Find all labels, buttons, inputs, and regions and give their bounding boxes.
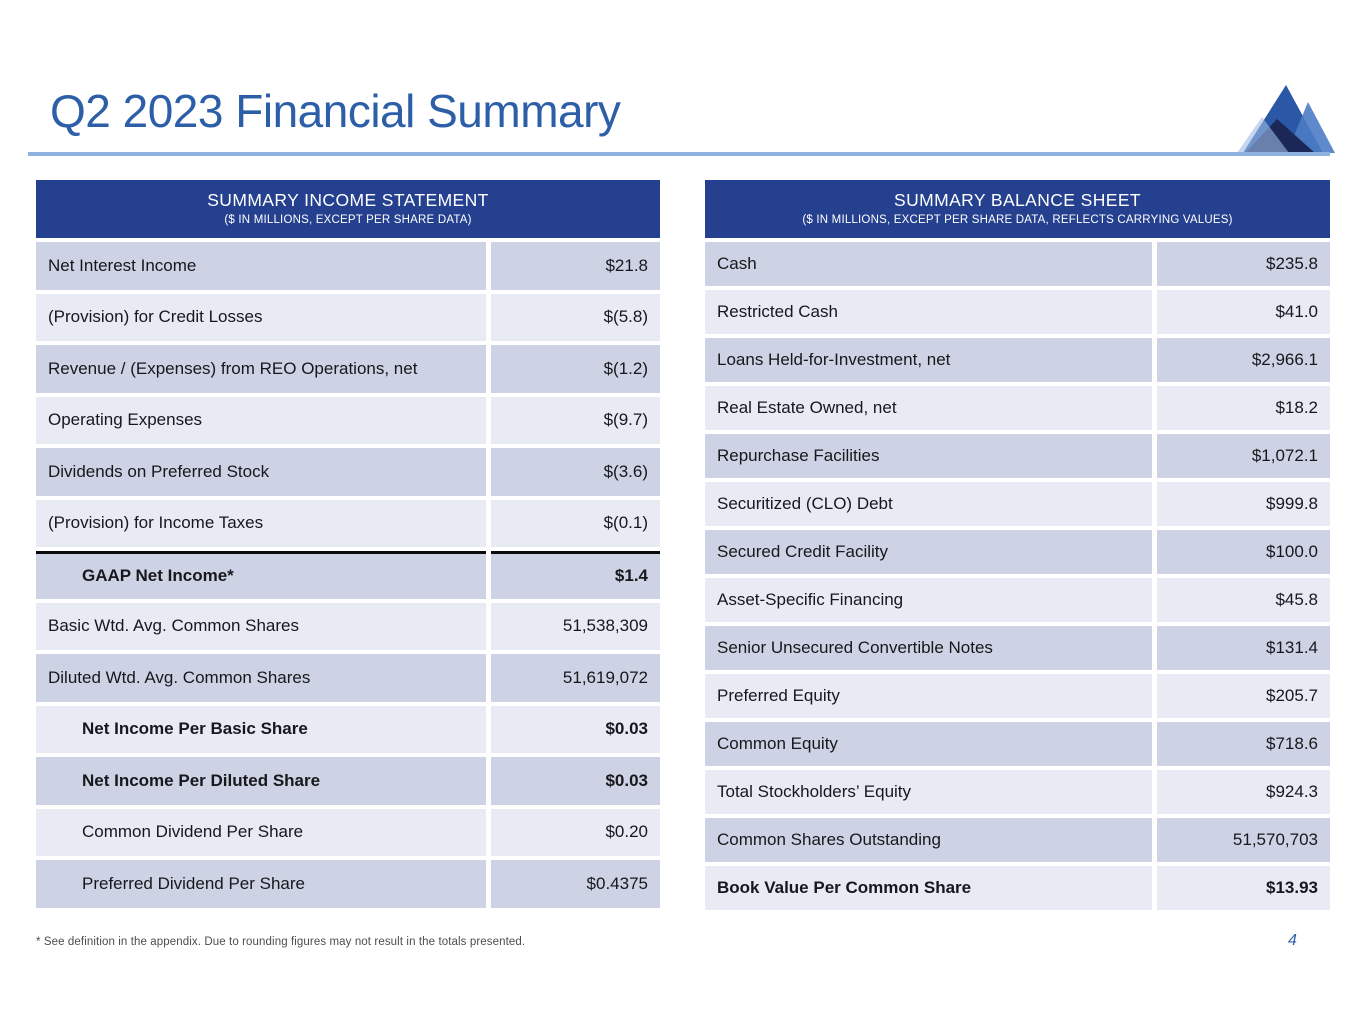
row-label: Net Income Per Diluted Share [36, 757, 486, 805]
income-statement-header: SUMMARY INCOME STATEMENT ($ IN MILLIONS,… [36, 180, 660, 238]
row-label: (Provision) for Income Taxes [36, 499, 486, 547]
table-row: Net Income Per Diluted Share $0.03 [36, 757, 660, 805]
row-value: $(1.2) [491, 345, 660, 393]
page-title: Q2 2023 Financial Summary [50, 85, 621, 137]
table-row: Securitized (CLO) Debt $999.8 [705, 482, 1330, 526]
table-row: Operating Expenses $(9.7) [36, 396, 660, 444]
row-value: $45.8 [1157, 578, 1330, 622]
title-divider [28, 152, 1330, 156]
row-label: Net Interest Income [36, 242, 486, 290]
income-statement-title: SUMMARY INCOME STATEMENT [207, 190, 489, 210]
table-row: GAAP Net Income* $1.4 [36, 551, 660, 599]
mountain-logo-icon [1237, 85, 1335, 153]
row-label: Repurchase Facilities [705, 434, 1152, 478]
row-label: Common Equity [705, 722, 1152, 766]
row-label: Dividends on Preferred Stock [36, 448, 486, 496]
row-label: Total Stockholders’ Equity [705, 770, 1152, 814]
row-label: Restricted Cash [705, 290, 1152, 334]
row-value: $(9.7) [491, 396, 660, 444]
row-value: $13.93 [1157, 866, 1330, 910]
row-value: $18.2 [1157, 386, 1330, 430]
row-value: $999.8 [1157, 482, 1330, 526]
table-row: Basic Wtd. Avg. Common Shares 51,538,309 [36, 602, 660, 650]
balance-sheet-table: SUMMARY BALANCE SHEET ($ IN MILLIONS, EX… [705, 180, 1330, 910]
table-row: Book Value Per Common Share $13.93 [705, 866, 1330, 910]
table-row: Common Equity $718.6 [705, 722, 1330, 766]
table-row: Cash $235.8 [705, 242, 1330, 286]
row-value: $0.4375 [491, 860, 660, 908]
row-value: $2,966.1 [1157, 338, 1330, 382]
row-label: Net Income Per Basic Share [36, 705, 486, 753]
table-row: Real Estate Owned, net $18.2 [705, 386, 1330, 430]
table-row: Net Income Per Basic Share $0.03 [36, 705, 660, 753]
row-label: Diluted Wtd. Avg. Common Shares [36, 654, 486, 702]
row-value: 51,538,309 [491, 602, 660, 650]
row-label: Cash [705, 242, 1152, 286]
row-value: $718.6 [1157, 722, 1330, 766]
row-value: $(0.1) [491, 499, 660, 547]
footnote: * See definition in the appendix. Due to… [36, 936, 526, 948]
table-row: Restricted Cash $41.0 [705, 290, 1330, 334]
row-value: $235.8 [1157, 242, 1330, 286]
balance-sheet-rows: Cash $235.8 Restricted Cash $41.0 Loans Held… [705, 242, 1330, 910]
row-label: Securitized (CLO) Debt [705, 482, 1152, 526]
table-row: Total Stockholders’ Equity $924.3 [705, 770, 1330, 814]
row-label: Secured Credit Facility [705, 530, 1152, 574]
row-label: Operating Expenses [36, 396, 486, 444]
row-value: $205.7 [1157, 674, 1330, 718]
row-label: Loans Held-for-Investment, net [705, 338, 1152, 382]
row-label: Book Value Per Common Share [705, 866, 1152, 910]
table-row: Senior Unsecured Convertible Notes $131.4 [705, 626, 1330, 670]
row-value: $(3.6) [491, 448, 660, 496]
row-value: 51,570,703 [1157, 818, 1330, 862]
row-value: $924.3 [1157, 770, 1330, 814]
row-label: Basic Wtd. Avg. Common Shares [36, 602, 486, 650]
row-value: $0.03 [491, 705, 660, 753]
row-label: Common Shares Outstanding [705, 818, 1152, 862]
balance-sheet-subtitle: ($ IN MILLIONS, EXCEPT PER SHARE DATA, R… [802, 214, 1233, 226]
income-statement-rows: Net Interest Income $21.8 (Provision) for … [36, 242, 660, 908]
table-row: Net Interest Income $21.8 [36, 242, 660, 290]
table-row: (Provision) for Income Taxes $(0.1) [36, 499, 660, 547]
table-row: Preferred Dividend Per Share $0.4375 [36, 860, 660, 908]
row-label: Senior Unsecured Convertible Notes [705, 626, 1152, 670]
row-value: $21.8 [491, 242, 660, 290]
row-label: Preferred Dividend Per Share [36, 860, 486, 908]
table-row: Preferred Equity $205.7 [705, 674, 1330, 718]
row-value: $1.4 [491, 551, 660, 599]
table-row: Asset-Specific Financing $45.8 [705, 578, 1330, 622]
table-row: Revenue / (Expenses) from REO Operations… [36, 345, 660, 393]
row-value: $131.4 [1157, 626, 1330, 670]
row-value: $1,072.1 [1157, 434, 1330, 478]
table-row: Repurchase Facilities $1,072.1 [705, 434, 1330, 478]
table-row: (Provision) for Credit Losses $(5.8) [36, 293, 660, 341]
row-value: $0.03 [491, 757, 660, 805]
balance-sheet-header: SUMMARY BALANCE SHEET ($ IN MILLIONS, EX… [705, 180, 1330, 238]
row-value: $100.0 [1157, 530, 1330, 574]
table-row: Common Shares Outstanding 51,570,703 [705, 818, 1330, 862]
row-value: $(5.8) [491, 293, 660, 341]
table-row: Loans Held-for-Investment, net $2,966.1 [705, 338, 1330, 382]
income-statement-table: SUMMARY INCOME STATEMENT ($ IN MILLIONS,… [36, 180, 660, 908]
row-label: (Provision) for Credit Losses [36, 293, 486, 341]
table-row: Secured Credit Facility $100.0 [705, 530, 1330, 574]
row-label: GAAP Net Income* [36, 551, 486, 599]
table-row: Dividends on Preferred Stock $(3.6) [36, 448, 660, 496]
row-value: $0.20 [491, 808, 660, 856]
income-statement-subtitle: ($ IN MILLIONS, EXCEPT PER SHARE DATA) [224, 214, 472, 226]
row-value: 51,619,072 [491, 654, 660, 702]
table-row: Diluted Wtd. Avg. Common Shares 51,619,07… [36, 654, 660, 702]
row-label: Asset-Specific Financing [705, 578, 1152, 622]
page-number: 4 [1288, 932, 1297, 949]
row-label: Common Dividend Per Share [36, 808, 486, 856]
table-row: Common Dividend Per Share $0.20 [36, 808, 660, 856]
balance-sheet-title: SUMMARY BALANCE SHEET [894, 190, 1141, 210]
row-value: $41.0 [1157, 290, 1330, 334]
row-label: Preferred Equity [705, 674, 1152, 718]
row-label: Real Estate Owned, net [705, 386, 1152, 430]
row-label: Revenue / (Expenses) from REO Operations… [36, 345, 486, 393]
